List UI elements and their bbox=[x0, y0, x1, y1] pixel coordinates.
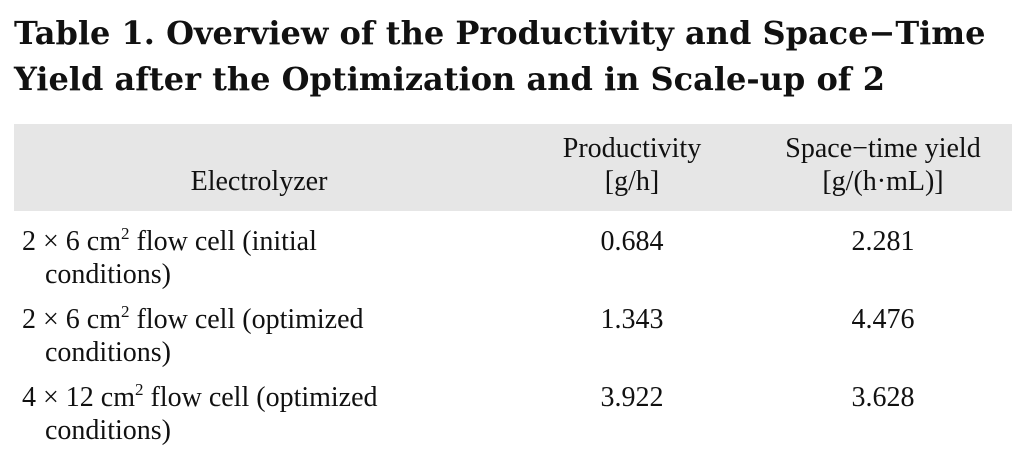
table-caption: Table 1. Overview of the Productivity an… bbox=[14, 10, 1004, 102]
data-table: Electrolyzer Productivity [g/h] Space−ti… bbox=[14, 124, 1012, 453]
cell-productivity: 1.343 bbox=[600, 304, 664, 335]
header-space-time-label: Space−time yield bbox=[785, 133, 981, 164]
table-row: 4 × 12 cm2 flow cell (optimized conditio… bbox=[14, 375, 1012, 453]
cell-electrolyzer-size: 4 × 12 cm bbox=[22, 382, 135, 413]
header-productivity-unit: [g/h] bbox=[604, 166, 660, 197]
table-row: 2 × 6 cm2 flow cell (initial conditions)… bbox=[14, 219, 1012, 297]
cell-electrolyzer-cont: conditions) bbox=[45, 259, 171, 290]
cell-electrolyzer-desc: flow cell (initial bbox=[129, 226, 317, 257]
table-header: Electrolyzer Productivity [g/h] Space−ti… bbox=[14, 124, 1012, 211]
cell-space-time-yield: 3.628 bbox=[851, 382, 915, 413]
caption-line-2: Yield after the Optimization and in Scal… bbox=[14, 60, 885, 98]
cell-electrolyzer-desc: flow cell (optimized bbox=[129, 304, 364, 335]
cell-electrolyzer-exponent: 2 bbox=[121, 302, 130, 321]
cell-electrolyzer-size: 2 × 6 cm bbox=[22, 304, 121, 335]
header-productivity: Productivity [g/h] bbox=[532, 132, 732, 198]
cell-electrolyzer: 2 × 6 cm2 flow cell (initial conditions) bbox=[22, 225, 492, 291]
cell-electrolyzer-exponent: 2 bbox=[135, 380, 144, 399]
cell-electrolyzer-cont: conditions) bbox=[45, 337, 171, 368]
cell-electrolyzer: 2 × 6 cm2 flow cell (optimized condition… bbox=[22, 303, 492, 369]
header-productivity-label: Productivity bbox=[562, 133, 702, 164]
cell-space-time-yield: 2.281 bbox=[851, 226, 915, 257]
cell-electrolyzer-desc: flow cell (optimized bbox=[143, 382, 378, 413]
header-space-time-unit: [g/(h·mL)] bbox=[822, 166, 944, 197]
table-row: 2 × 6 cm2 flow cell (optimized condition… bbox=[14, 297, 1012, 375]
cell-electrolyzer-size: 2 × 6 cm bbox=[22, 226, 121, 257]
cell-space-time-yield: 4.476 bbox=[851, 304, 915, 335]
cell-electrolyzer-cont: conditions) bbox=[45, 415, 171, 446]
cell-productivity: 0.684 bbox=[600, 226, 664, 257]
cell-electrolyzer-exponent: 2 bbox=[121, 224, 130, 243]
cell-productivity: 3.922 bbox=[600, 382, 664, 413]
header-electrolyzer: Electrolyzer bbox=[179, 165, 339, 198]
caption-line-1: Table 1. Overview of the Productivity an… bbox=[14, 14, 986, 52]
cell-electrolyzer: 4 × 12 cm2 flow cell (optimized conditio… bbox=[22, 381, 492, 447]
header-electrolyzer-label: Electrolyzer bbox=[190, 166, 328, 197]
header-space-time-yield: Space−time yield [g/(h·mL)] bbox=[754, 132, 1012, 198]
